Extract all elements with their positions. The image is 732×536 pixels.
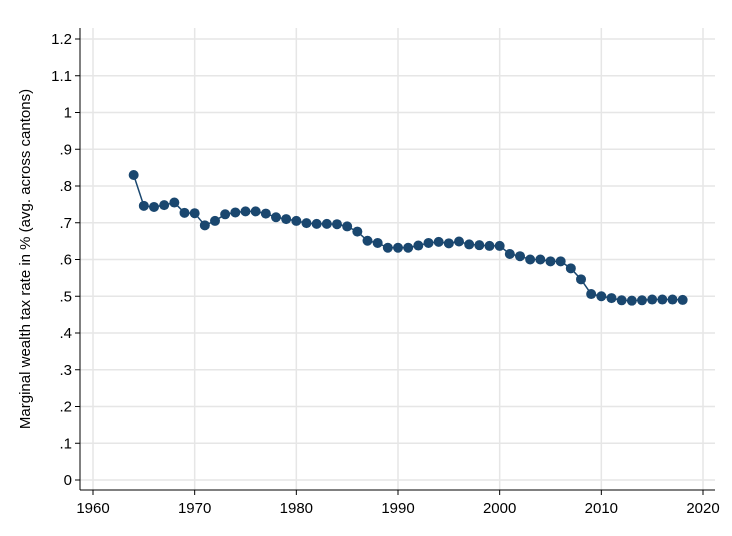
data-point-1965 [138, 200, 149, 211]
data-point-1975 [240, 206, 251, 217]
data-point-1998 [474, 240, 485, 251]
data-point-1984 [332, 219, 342, 230]
data-point-1973 [220, 209, 231, 220]
data-point-1997 [464, 239, 475, 250]
data-point-2015 [647, 294, 658, 305]
data-point-2011 [606, 293, 617, 304]
y-tick-label-4: .4 [59, 325, 72, 342]
data-point-1987 [362, 235, 373, 246]
data-point-1964 [128, 169, 139, 180]
data-point-2013 [626, 295, 637, 306]
data-point-1969 [179, 207, 190, 218]
y-tick-label-11: 1.1 [51, 68, 72, 85]
data-point-1990 [393, 242, 403, 253]
data-point-1999 [484, 240, 495, 251]
data-point-1967 [159, 200, 170, 211]
axes [75, 28, 715, 495]
data-point-1982 [311, 218, 322, 229]
tick-labels: 0 .1 .2 .3 .4 .5 .6 .7 .8 .9 1 1.1 1.2 1960 1970 1980 19… [51, 31, 720, 517]
data-point-1993 [423, 237, 434, 248]
series-wealth-tax-rate [128, 169, 688, 306]
data-point-1979 [281, 214, 292, 225]
data-point-1972 [210, 215, 220, 226]
y-tick-label-10: 1 [64, 105, 72, 122]
data-point-1978 [271, 212, 281, 223]
y-tick-label-6: .6 [59, 252, 72, 269]
data-point-2016 [657, 294, 668, 305]
data-point-1977 [260, 208, 271, 219]
x-tick-label-1960: 1960 [76, 500, 109, 517]
y-tick-label-0: 0 [64, 472, 72, 489]
y-tick-label-1: .1 [59, 435, 72, 452]
data-point-2014 [637, 295, 647, 306]
x-tick-label-2020: 2020 [686, 500, 719, 517]
data-point-1992 [413, 240, 424, 251]
x-tick-label-1990: 1990 [381, 500, 414, 517]
y-tick-label-3: .3 [59, 362, 72, 379]
series-line [132, 174, 683, 302]
data-point-2012 [616, 295, 627, 306]
data-point-2007 [565, 263, 576, 274]
data-point-1981 [301, 218, 312, 229]
data-point-1988 [372, 237, 383, 248]
data-point-1986 [352, 226, 363, 237]
grid-lines [80, 28, 715, 490]
x-tick-label-2000: 2000 [483, 500, 516, 517]
data-point-2003 [525, 254, 536, 265]
y-tick-label-9: .9 [59, 141, 72, 158]
y-tick-label-5: .5 [59, 288, 72, 305]
data-point-1985 [342, 221, 353, 232]
data-point-1966 [149, 201, 159, 212]
data-point-1989 [382, 242, 393, 253]
data-point-2006 [555, 256, 566, 267]
data-point-2004 [535, 254, 546, 265]
y-axis-title: Marginal wealth tax rate in % (avg. acro… [17, 89, 34, 429]
data-point-1995 [443, 238, 454, 249]
y-tick-label-8: .8 [59, 178, 72, 195]
data-point-2008 [576, 274, 586, 285]
x-tick-label-1970: 1970 [178, 500, 211, 517]
data-point-1996 [454, 236, 464, 247]
x-tick-label-2010: 2010 [585, 500, 618, 517]
data-point-2009 [586, 289, 597, 300]
x-tick-label-1980: 1980 [280, 500, 313, 517]
y-tick-label-2: .2 [59, 399, 72, 416]
data-point-2001 [504, 248, 515, 259]
data-point-1994 [433, 236, 444, 247]
data-point-1971 [199, 220, 210, 231]
data-point-2005 [545, 256, 556, 267]
data-point-1980 [291, 215, 302, 226]
data-point-2018 [677, 294, 688, 305]
data-point-1970 [189, 208, 200, 219]
data-point-1968 [169, 197, 180, 208]
data-point-2017 [667, 294, 678, 305]
data-point-1991 [403, 242, 414, 253]
data-point-1983 [321, 218, 332, 229]
y-tick-label-12: 1.2 [51, 31, 72, 48]
data-point-1974 [230, 207, 241, 218]
y-tick-label-7: .7 [59, 215, 72, 232]
data-point-1976 [250, 206, 261, 217]
data-point-2010 [596, 291, 607, 302]
data-point-2002 [515, 251, 525, 262]
data-point-2000 [494, 240, 505, 251]
